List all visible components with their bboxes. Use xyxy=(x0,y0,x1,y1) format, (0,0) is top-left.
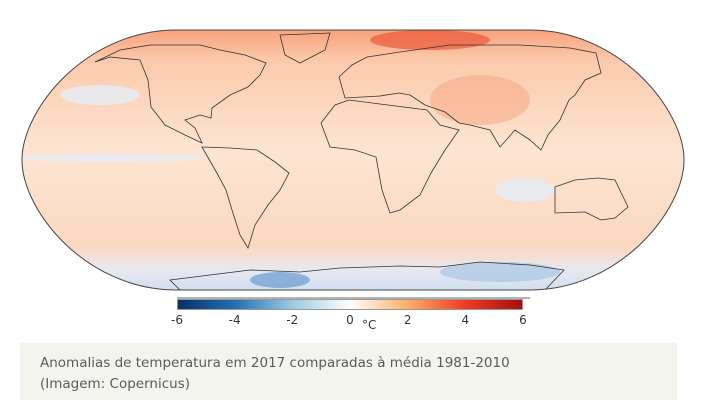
caption: Anomalias de temperatura em 2017 compara… xyxy=(20,343,677,400)
greenland xyxy=(279,32,331,64)
colorbar xyxy=(177,299,523,310)
caption-title: Anomalias de temperatura em 2017 compara… xyxy=(40,355,510,371)
antarctica xyxy=(169,261,565,290)
warm-patch xyxy=(430,75,530,125)
cool-patch xyxy=(22,154,200,162)
warm-patch xyxy=(370,30,490,50)
colorbar-tick-label: 4 xyxy=(461,313,470,327)
north-america xyxy=(94,44,267,144)
temperature-anomaly-map xyxy=(21,29,685,299)
colorbar-unit: °C xyxy=(362,318,377,332)
colorbar-tick-label: -2 xyxy=(286,313,299,327)
australia xyxy=(554,177,629,221)
caption-credit: (Imagem: Copernicus) xyxy=(40,376,190,392)
eurasia xyxy=(338,44,602,151)
cool-patch xyxy=(440,262,560,282)
colorbar-tick-label: 0 xyxy=(346,313,354,327)
cool-patch xyxy=(495,178,555,202)
africa xyxy=(320,99,460,214)
cool-patch xyxy=(60,85,140,105)
colorbar-tick-label: 6 xyxy=(519,313,527,327)
colorbar-tick-label: 2 xyxy=(403,313,412,327)
map-outline xyxy=(21,29,685,291)
south-america xyxy=(201,146,290,249)
colorbar-tick-label: -6 xyxy=(171,313,183,327)
cool-patch xyxy=(250,272,310,288)
coastlines xyxy=(94,32,629,290)
colorbar-tick-label: -4 xyxy=(228,313,241,327)
